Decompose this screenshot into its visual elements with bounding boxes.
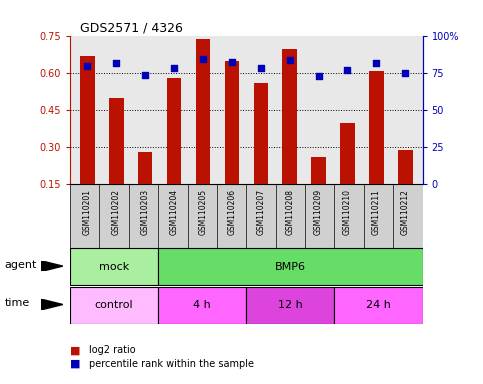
Bar [138, 152, 153, 184]
Text: GSM110205: GSM110205 [199, 189, 208, 235]
Bar [340, 123, 355, 184]
Text: 24 h: 24 h [366, 300, 391, 310]
Bar [254, 83, 268, 184]
Bar [398, 150, 412, 184]
Text: GSM110208: GSM110208 [285, 189, 294, 235]
Bar [158, 248, 423, 285]
Text: GSM110211: GSM110211 [372, 189, 381, 235]
Bar [196, 39, 210, 184]
Point [315, 73, 323, 79]
Bar [158, 287, 246, 324]
Bar [369, 71, 384, 184]
Point [401, 70, 409, 76]
Text: GSM110203: GSM110203 [141, 189, 150, 235]
Text: ■: ■ [70, 345, 81, 355]
Text: GSM110201: GSM110201 [83, 189, 92, 235]
Bar [283, 49, 297, 184]
Text: GSM110204: GSM110204 [170, 189, 179, 235]
Text: BMP6: BMP6 [275, 262, 306, 272]
Text: control: control [95, 300, 133, 310]
Text: GSM110206: GSM110206 [227, 189, 236, 235]
Point [113, 60, 120, 66]
Text: GSM110212: GSM110212 [401, 189, 410, 235]
Bar [70, 287, 158, 324]
Text: GSM110210: GSM110210 [343, 189, 352, 235]
Point [228, 58, 236, 65]
Text: mock: mock [99, 262, 129, 272]
Point [372, 60, 380, 66]
Text: GDS2571 / 4326: GDS2571 / 4326 [80, 22, 183, 35]
Polygon shape [41, 261, 63, 271]
Point [142, 72, 149, 78]
Text: 12 h: 12 h [278, 300, 303, 310]
Bar [109, 98, 124, 184]
Bar [80, 56, 95, 184]
Text: percentile rank within the sample: percentile rank within the sample [89, 359, 255, 369]
Text: 4 h: 4 h [193, 300, 211, 310]
Point [84, 63, 91, 69]
Point [199, 56, 207, 62]
Bar [70, 248, 158, 285]
Point [343, 68, 351, 74]
Text: log2 ratio: log2 ratio [89, 345, 136, 355]
Text: ■: ■ [70, 359, 81, 369]
Point [286, 57, 294, 63]
Text: GSM110202: GSM110202 [112, 189, 121, 235]
Bar [312, 157, 326, 184]
Bar [167, 78, 181, 184]
Text: time: time [5, 298, 30, 308]
Polygon shape [41, 299, 63, 310]
Text: GSM110209: GSM110209 [314, 189, 323, 235]
Text: GSM110207: GSM110207 [256, 189, 265, 235]
Text: agent: agent [5, 260, 37, 270]
Bar [246, 287, 335, 324]
Bar [225, 61, 239, 184]
Bar [334, 287, 423, 324]
Point [170, 65, 178, 71]
Point [257, 65, 265, 71]
